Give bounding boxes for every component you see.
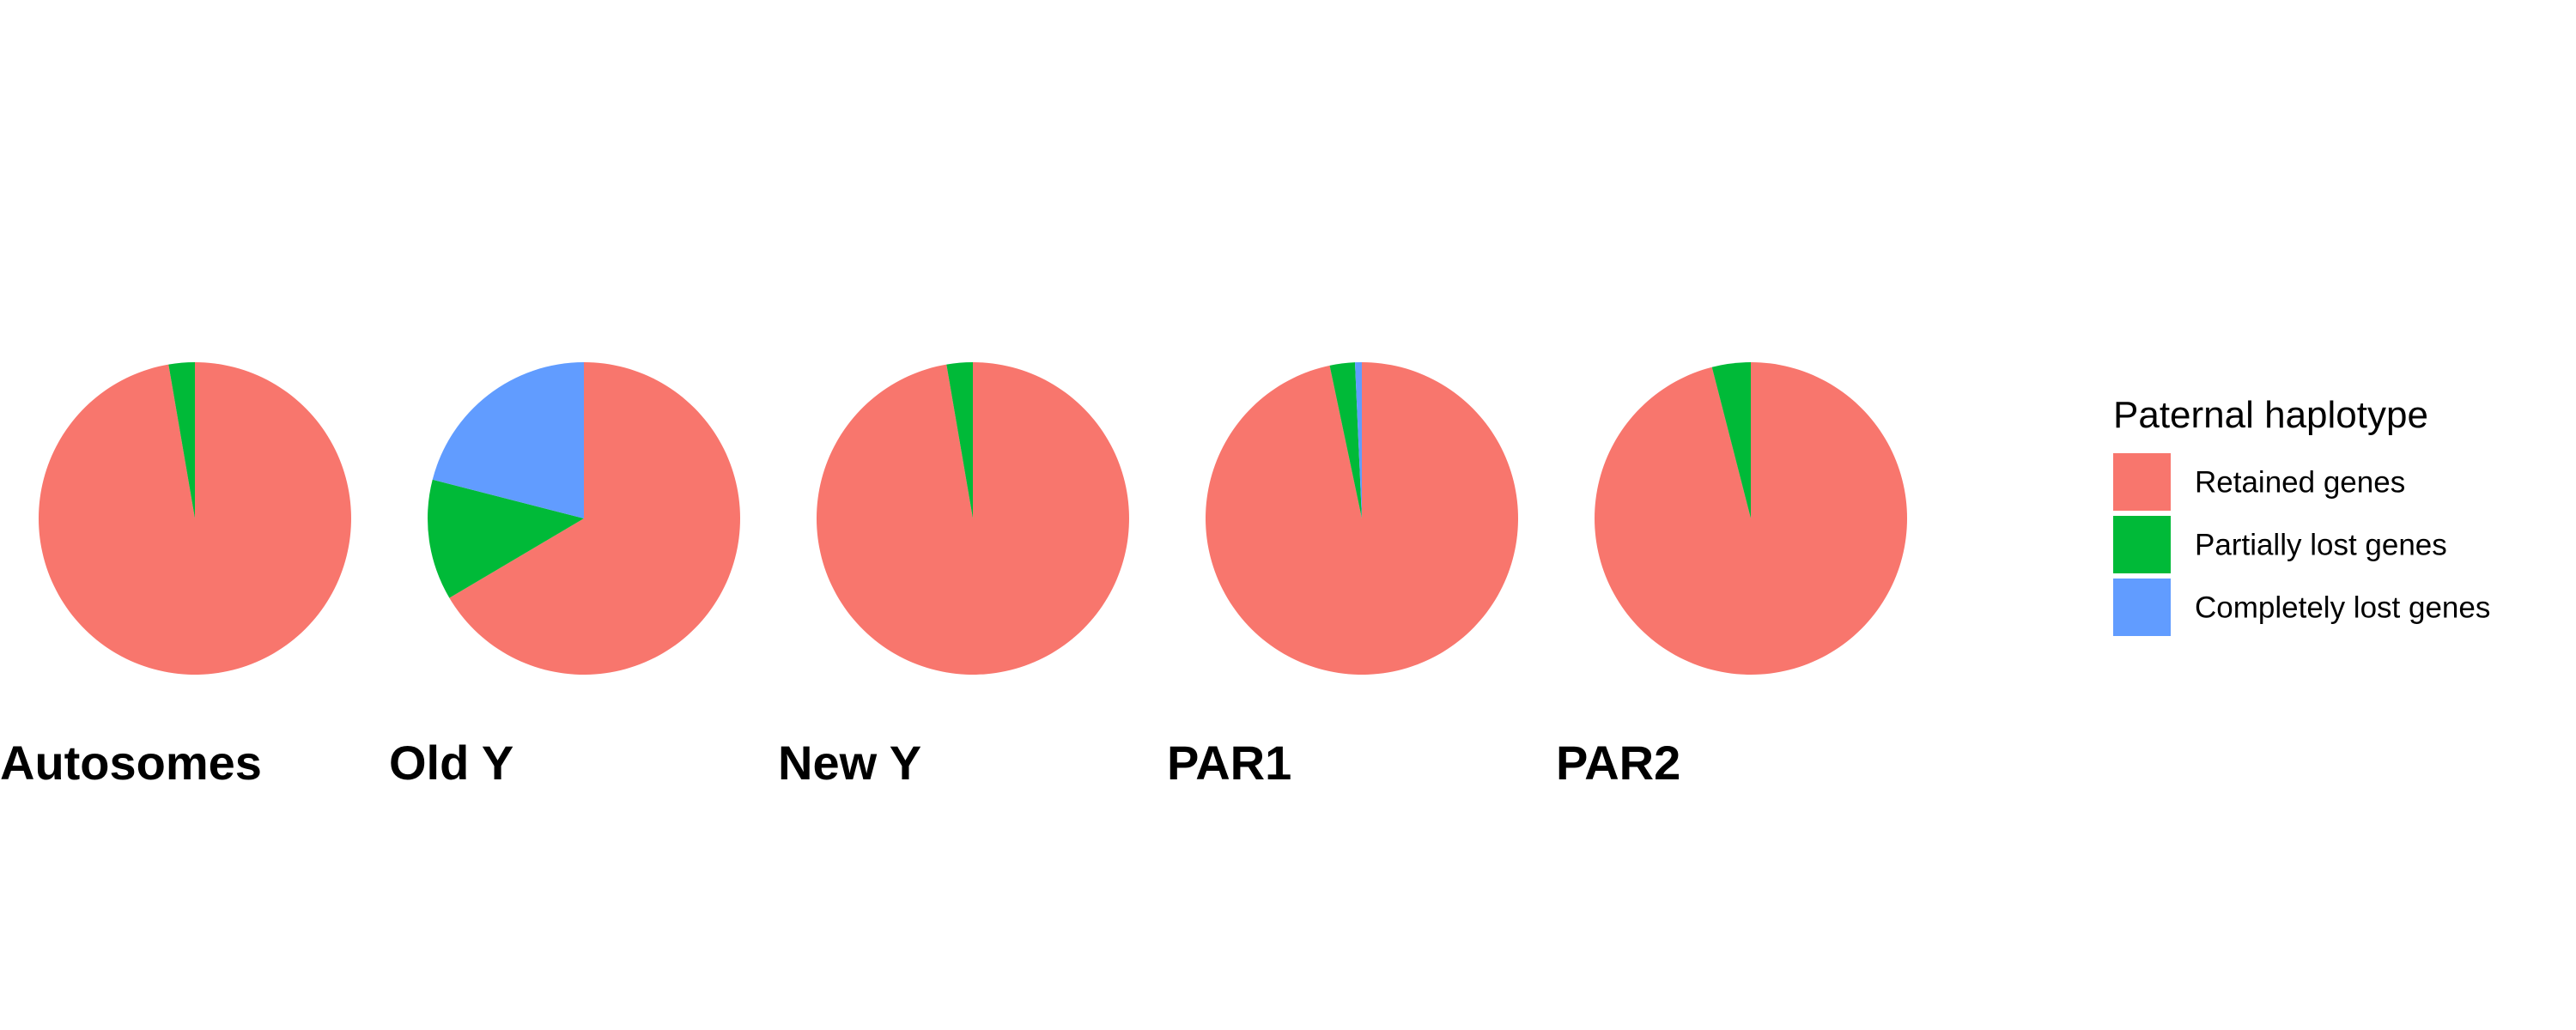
legend: Paternal haplotype Retained genes Partial…: [2113, 394, 2490, 636]
legend-title: Paternal haplotype: [2113, 394, 2428, 436]
pie-slice-old-y-partially-lost-genes: [427, 479, 584, 598]
pie-autosomes: Autosomes: [0, 362, 351, 790]
pie-slice-par2-partially-lost-genes: [1711, 362, 1751, 518]
pie-old-y: Old Y: [389, 362, 740, 790]
legend-key-completely-lost-genes: [2113, 579, 2171, 636]
pie-slice-par2-retained-genes: [1595, 361, 1908, 676]
legend-key-retained-genes: [2113, 453, 2171, 511]
pie-slice-par1-retained-genes: [1206, 362, 1519, 676]
pie-slice-new-y-partially-lost-genes: [946, 362, 973, 518]
pie-slice-autosomes-partially-lost-genes: [168, 362, 195, 518]
pies-group: Autosomes Old Y New Y PAR1 PAR2: [0, 361, 1908, 790]
pie-label-par2: PAR2: [1556, 736, 1680, 790]
pie-label-old-y: Old Y: [389, 736, 513, 790]
pie-label-par1: PAR1: [1167, 736, 1291, 790]
pie-label-autosomes: Autosomes: [0, 736, 262, 790]
pie-slice-old-y-completely-lost-genes: [432, 362, 584, 518]
pie-par1: PAR1: [1167, 362, 1519, 790]
pie-slice-par1-completely-lost-genes: [1355, 362, 1362, 518]
legend-key-partially-lost-genes: [2113, 516, 2171, 573]
pie-slice-autosomes-retained-genes: [38, 362, 351, 675]
pie-slice-par1-partially-lost-genes: [1329, 362, 1362, 518]
pie-slice-new-y-retained-genes: [816, 362, 1129, 675]
legend-label-retained-genes: Retained genes: [2195, 466, 2405, 500]
legend-label-completely-lost-genes: Completely lost genes: [2195, 591, 2490, 625]
pie-par2: PAR2: [1556, 361, 1908, 790]
pie-new-y: New Y: [778, 362, 1129, 790]
pie-label-new-y: New Y: [778, 736, 921, 790]
pie-slice-old-y-retained-genes: [449, 362, 740, 675]
legend-label-partially-lost-genes: Partially lost genes: [2195, 529, 2447, 562]
legend-entries: Retained genes Partially lost genes Comple…: [2113, 453, 2490, 636]
